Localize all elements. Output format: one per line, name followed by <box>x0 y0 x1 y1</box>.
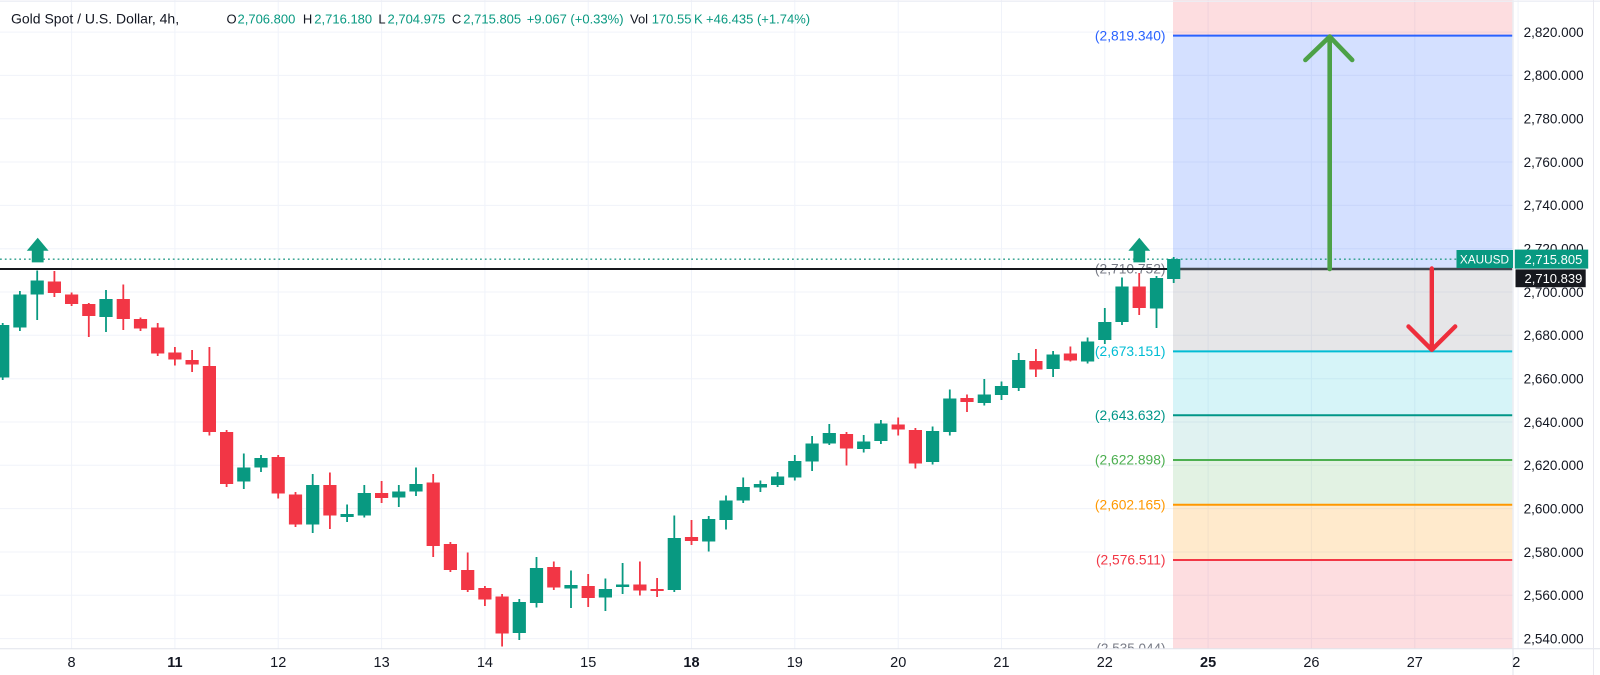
svg-text:H: H <box>303 12 312 27</box>
svg-text:Gold Spot / U.S. Dollar, 4h,: Gold Spot / U.S. Dollar, 4h, <box>11 11 179 27</box>
svg-text:(2,643.632): (2,643.632) <box>1095 408 1166 423</box>
svg-text:13: 13 <box>374 655 390 671</box>
svg-text:2,820.000: 2,820.000 <box>1524 25 1584 40</box>
svg-text:170.55: 170.55 <box>652 12 692 27</box>
svg-text:XAUUSD: XAUUSD <box>1460 252 1509 266</box>
svg-text:8: 8 <box>68 655 76 671</box>
svg-text:L: L <box>378 12 385 27</box>
svg-text:25: 25 <box>1200 655 1216 671</box>
svg-text:(2,576.511): (2,576.511) <box>1096 553 1166 568</box>
svg-text:22: 22 <box>1097 655 1113 671</box>
svg-text:2,600.000: 2,600.000 <box>1524 501 1584 516</box>
svg-text:C: C <box>452 12 461 27</box>
svg-text:26: 26 <box>1303 655 1319 671</box>
svg-text:18: 18 <box>683 655 699 671</box>
svg-text:(2,673.151): (2,673.151) <box>1095 344 1166 359</box>
svg-text:2,716.180: 2,716.180 <box>314 12 372 27</box>
svg-text:(2,622.898): (2,622.898) <box>1095 453 1166 468</box>
svg-text:2,640.000: 2,640.000 <box>1524 415 1584 430</box>
svg-text:2,715.805: 2,715.805 <box>1525 252 1583 267</box>
svg-text:21: 21 <box>993 655 1009 671</box>
svg-text:K: K <box>694 12 703 27</box>
svg-text:2,706.800: 2,706.800 <box>238 12 296 27</box>
svg-text:2,620.000: 2,620.000 <box>1524 458 1584 473</box>
svg-text:2,800.000: 2,800.000 <box>1524 68 1584 83</box>
svg-text:20: 20 <box>890 655 906 671</box>
svg-text:(2,602.165): (2,602.165) <box>1095 497 1166 512</box>
svg-text:2,715.805: 2,715.805 <box>463 12 521 27</box>
svg-text:(2,535.044): (2,535.044) <box>1096 641 1165 656</box>
svg-text:Vol: Vol <box>630 12 648 27</box>
svg-text:O: O <box>227 12 237 27</box>
svg-text:2,760.000: 2,760.000 <box>1524 155 1584 170</box>
svg-text:2,580.000: 2,580.000 <box>1524 545 1584 560</box>
svg-text:2,560.000: 2,560.000 <box>1524 588 1584 603</box>
svg-text:2: 2 <box>1512 655 1520 671</box>
svg-text:2,710.839: 2,710.839 <box>1525 271 1583 286</box>
svg-text:14: 14 <box>477 655 493 671</box>
svg-text:15: 15 <box>580 655 596 671</box>
svg-text:19: 19 <box>787 655 803 671</box>
svg-text:+46.435 (+1.74%): +46.435 (+1.74%) <box>706 12 810 27</box>
svg-text:27: 27 <box>1407 655 1423 671</box>
svg-text:2,680.000: 2,680.000 <box>1524 328 1584 343</box>
svg-text:2,700.000: 2,700.000 <box>1524 285 1584 300</box>
svg-text:2,540.000: 2,540.000 <box>1524 631 1584 646</box>
svg-text:2,660.000: 2,660.000 <box>1524 372 1584 387</box>
svg-text:11: 11 <box>167 655 182 671</box>
svg-text:+9.067 (+0.33%): +9.067 (+0.33%) <box>527 12 624 27</box>
svg-text:2,704.975: 2,704.975 <box>388 12 446 27</box>
svg-text:12: 12 <box>270 655 286 671</box>
svg-text:2,740.000: 2,740.000 <box>1524 198 1584 213</box>
svg-text:2,780.000: 2,780.000 <box>1524 112 1584 127</box>
svg-text:(2,819.340): (2,819.340) <box>1095 28 1166 43</box>
